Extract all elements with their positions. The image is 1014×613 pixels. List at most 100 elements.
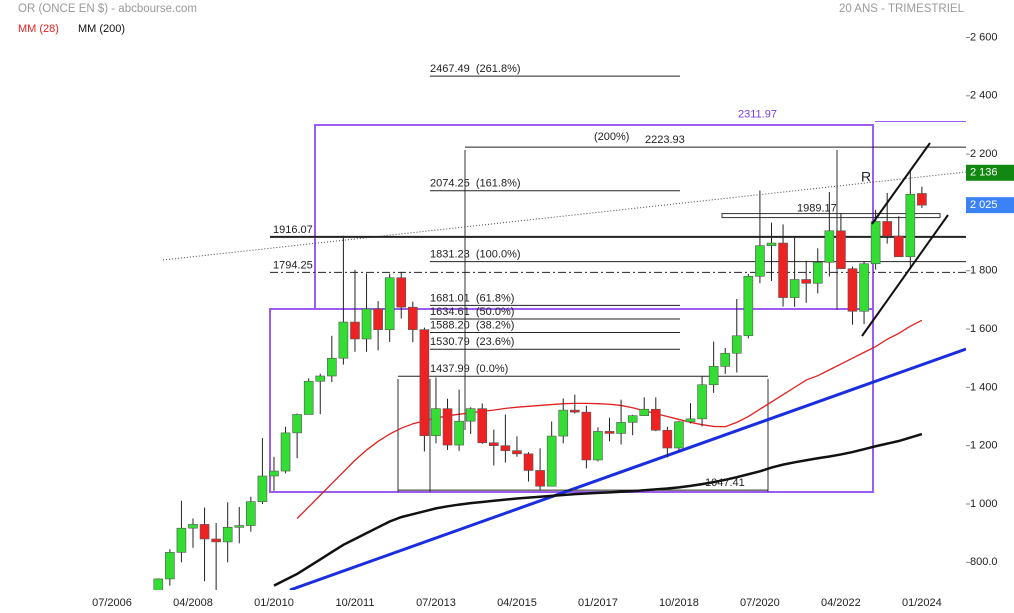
x-tick-label: 04/2022 xyxy=(821,597,861,609)
plot xyxy=(131,75,966,612)
candle-body xyxy=(500,445,511,451)
x-tick-label: 07/2020 xyxy=(740,597,780,609)
candle-body xyxy=(778,242,788,298)
candle-body xyxy=(188,524,198,529)
candle-body xyxy=(523,453,534,471)
candle-body xyxy=(674,421,684,449)
candle-body xyxy=(801,279,812,284)
candle-body xyxy=(708,366,719,386)
annotation: (200%) xyxy=(594,131,629,143)
channel-line xyxy=(871,142,931,225)
level-label: 2311.97 xyxy=(738,108,777,120)
candle-body xyxy=(662,429,673,449)
candle-body xyxy=(847,268,858,312)
ma-line xyxy=(273,432,923,587)
candle-body xyxy=(836,230,846,270)
price-tag-label: 2 025 xyxy=(970,199,998,211)
x-tick-label: 10/2011 xyxy=(335,597,374,609)
candle-body xyxy=(558,409,569,437)
overlay xyxy=(861,142,949,337)
candle-body xyxy=(905,194,916,258)
level-label: 1916.07 xyxy=(273,224,313,236)
y-tick-label: 1 400 xyxy=(970,381,998,393)
candle-body xyxy=(789,279,800,298)
level-label: 1634.61 (50.0%) xyxy=(430,306,514,318)
candle-body xyxy=(408,306,418,330)
y-tick-label: 1 600 xyxy=(970,323,998,335)
price-tag-label: 2 136 xyxy=(970,167,998,179)
x-tick-label: 04/2008 xyxy=(173,597,213,609)
candle-body xyxy=(604,431,615,434)
candle-body xyxy=(431,408,441,437)
chart-subtitle: 20 ANS - TRIMESTRIEL xyxy=(839,3,965,15)
level-label: 1989.17 xyxy=(797,202,837,214)
x-tick-label: 01/2024 xyxy=(902,597,942,609)
ma-line xyxy=(296,319,923,520)
chart-title: OR (ONCE EN $) - abcbourse.com xyxy=(18,3,197,15)
candle-body xyxy=(465,408,476,422)
candle-body xyxy=(639,408,650,416)
level-box xyxy=(721,213,941,219)
box xyxy=(269,308,874,493)
candle-body xyxy=(812,261,823,284)
candle-body xyxy=(350,321,360,340)
candle-body xyxy=(222,527,233,543)
y-tick-label: 2 400 xyxy=(970,90,998,102)
candle-body xyxy=(454,420,464,446)
candle-body xyxy=(512,450,522,455)
legend-entry: MM (200) xyxy=(78,23,125,35)
level-label: 1794.25 xyxy=(273,259,313,271)
level-label: 1530.79 (23.6%) xyxy=(430,336,514,348)
candle-body xyxy=(546,435,557,487)
x-tick-label: 01/2010 xyxy=(254,597,294,609)
x-tick-label: 01/2017 xyxy=(578,597,618,609)
y-tick-label: 1 200 xyxy=(970,440,998,452)
channel-line xyxy=(861,214,949,337)
price-tag xyxy=(966,164,1014,181)
y-tick-label: 2 200 xyxy=(970,148,998,160)
candle-body xyxy=(338,321,349,359)
candle-body xyxy=(685,418,696,423)
level-label: 1681.01 (61.8%) xyxy=(430,292,514,304)
candle-body xyxy=(419,329,430,437)
candle-body xyxy=(535,470,545,487)
candle-body xyxy=(303,380,314,415)
candle-body xyxy=(593,431,603,461)
x-tick-label: 10/2018 xyxy=(659,597,699,609)
candle-body xyxy=(211,538,221,543)
candle-body xyxy=(234,525,245,528)
candle-body xyxy=(442,408,453,446)
x-tick-label: 07/2006 xyxy=(92,597,132,609)
y-tick-label: 2 600 xyxy=(970,31,998,43)
candle-body xyxy=(199,524,210,540)
candle-body xyxy=(616,422,626,434)
candle-body xyxy=(396,277,407,308)
price-tag xyxy=(966,197,1014,214)
annotation: R xyxy=(861,169,871,185)
trend-line xyxy=(289,347,966,590)
candle-body xyxy=(720,352,731,367)
candle-body xyxy=(257,475,268,502)
candle-body xyxy=(361,308,372,340)
level-label: 2223.93 xyxy=(645,134,685,146)
y-tick-label: 800.0 xyxy=(970,556,998,568)
candle-body xyxy=(627,415,638,423)
y-tick-label: 1 800 xyxy=(970,265,998,277)
candle-body xyxy=(697,384,707,420)
candle-body xyxy=(292,414,302,434)
candle-body xyxy=(569,409,580,413)
x-tick-label: 04/2015 xyxy=(497,597,537,609)
candle-body xyxy=(731,335,742,354)
x-tick-label: 07/2013 xyxy=(416,597,456,609)
y-tick-label: 1 000 xyxy=(970,498,998,510)
candle-body xyxy=(384,277,395,330)
candle-body xyxy=(246,501,256,526)
candle-body xyxy=(176,527,187,553)
candle-body xyxy=(131,603,140,612)
candle-body xyxy=(859,263,869,312)
level-label: 2074.25 (161.8%) xyxy=(430,178,521,190)
level-label: 1437.99 (0.0%) xyxy=(430,363,508,375)
candle-body xyxy=(269,470,279,477)
candle-body xyxy=(327,357,337,377)
